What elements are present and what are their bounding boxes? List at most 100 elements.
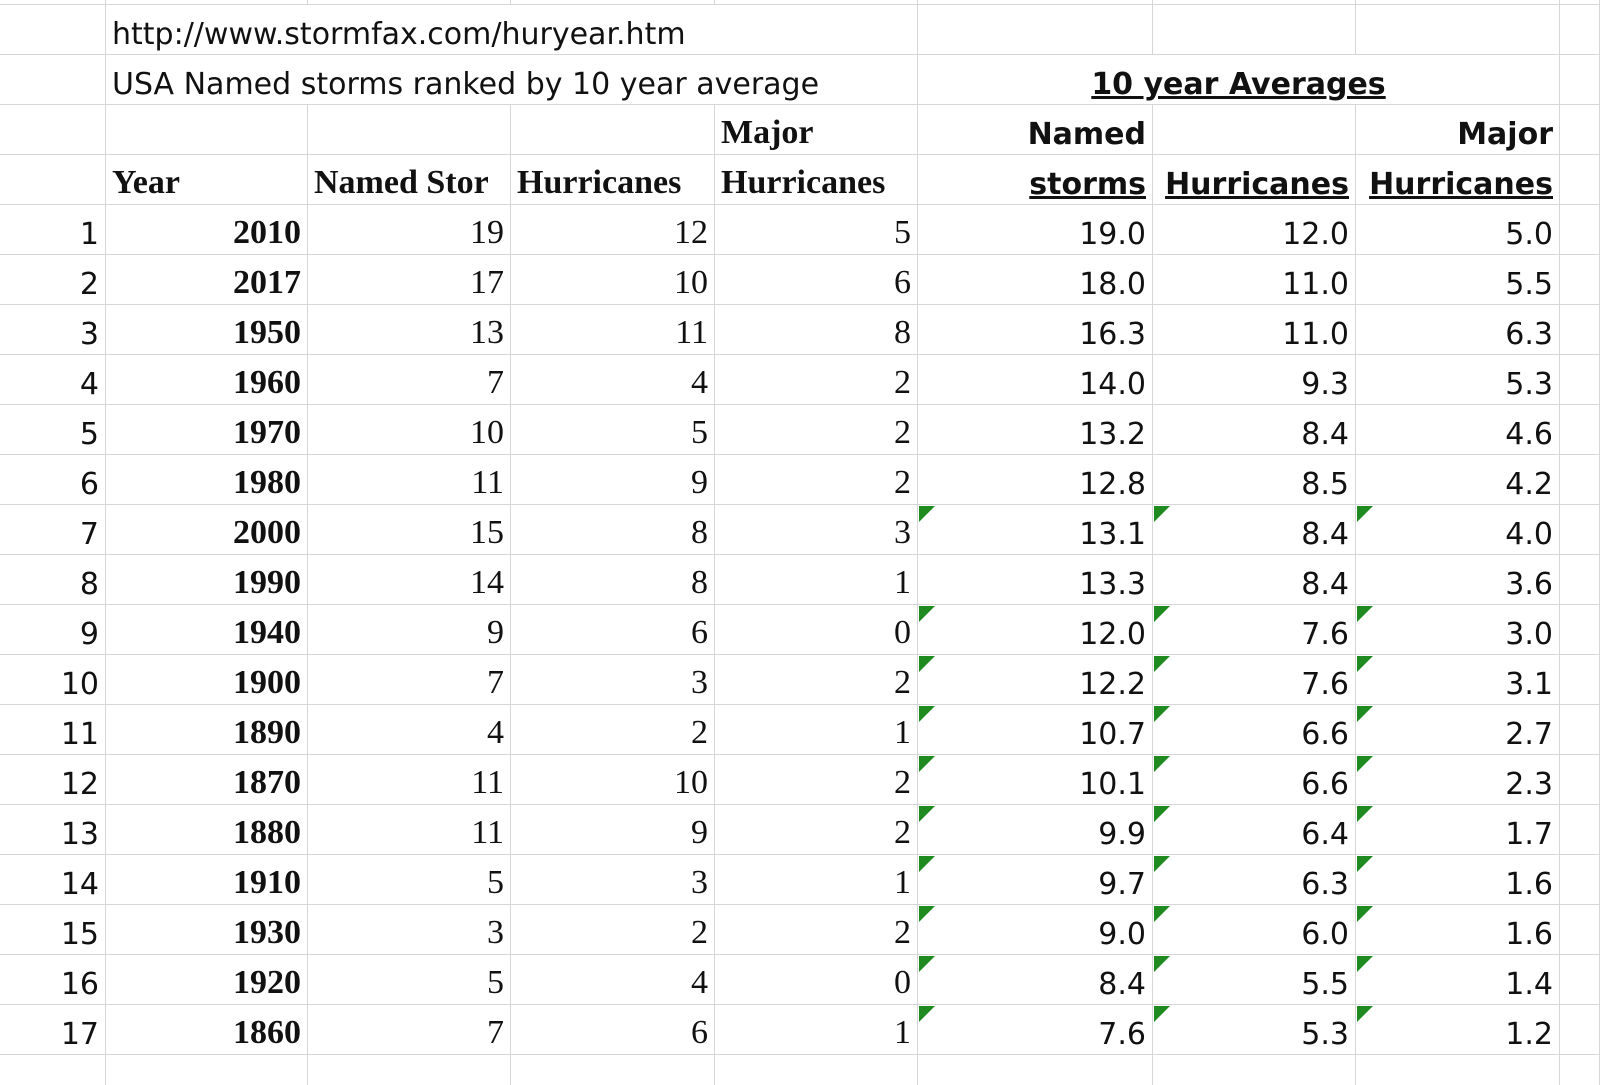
cell-indicator <box>1357 606 1373 622</box>
cell: 1930 <box>106 905 308 955</box>
cell-text: 4 <box>691 964 708 1001</box>
cell <box>308 0 511 5</box>
row-number-text: 7 <box>79 517 99 552</box>
cell <box>1560 5 1600 55</box>
cell-indicator <box>1154 856 1170 872</box>
row-number: 13 <box>0 805 106 855</box>
cell-text: 2010 <box>233 214 301 251</box>
cell-text: 2 <box>894 814 911 851</box>
cell-text: 1970 <box>233 414 301 451</box>
cell-text: 8.5 <box>1301 467 1349 502</box>
cell: 6 <box>511 605 715 655</box>
cell-text: 12.2 <box>1079 667 1146 702</box>
cell-text: 9.9 <box>1098 817 1146 852</box>
cell-text: 15 <box>470 514 504 551</box>
cell: 3 <box>308 905 511 955</box>
cell-text: 14 <box>470 564 504 601</box>
column-header-text: Major <box>1457 117 1553 152</box>
cell-text: 7 <box>487 364 504 401</box>
cell: 1940 <box>106 605 308 655</box>
cell: 1890 <box>106 705 308 755</box>
cell: 12.8 <box>918 455 1153 505</box>
row-number: 12 <box>0 755 106 805</box>
cell: 2 <box>511 905 715 955</box>
cell: 8.4 <box>1153 555 1356 605</box>
cell-text: 10 <box>674 264 708 301</box>
cell: 2 <box>511 705 715 755</box>
cell: 13.1 <box>918 505 1153 555</box>
cell: 0 <box>715 605 918 655</box>
cell <box>1560 755 1600 805</box>
row-number: 17 <box>0 1005 106 1055</box>
cell: 5 <box>511 405 715 455</box>
cell-indicator <box>919 856 935 872</box>
cell: 1 <box>715 855 918 905</box>
cell: 2 <box>715 455 918 505</box>
averages-title-text: 10 year Averages <box>1091 67 1386 102</box>
cell: 11 <box>308 455 511 505</box>
cell-text: 1920 <box>233 964 301 1001</box>
row-number-text: 5 <box>79 417 99 452</box>
cell-indicator <box>919 806 935 822</box>
row-header <box>0 55 106 105</box>
row-number-text: 13 <box>60 817 99 852</box>
cell-text: 17 <box>470 264 504 301</box>
row-number: 3 <box>0 305 106 355</box>
cell: 11.0 <box>1153 255 1356 305</box>
cell-text: 9 <box>691 814 708 851</box>
column-header: Hurricanes <box>1356 155 1560 205</box>
cell-text: 0 <box>894 614 911 651</box>
cell <box>1560 1055 1600 1085</box>
cell-indicator <box>1154 656 1170 672</box>
cell: 9 <box>308 605 511 655</box>
row-header <box>0 105 106 155</box>
cell <box>1560 505 1600 555</box>
cell-text: 1.7 <box>1505 817 1553 852</box>
cell-indicator <box>1154 806 1170 822</box>
row-number: 7 <box>0 505 106 555</box>
cell-text: 14.0 <box>1079 367 1146 402</box>
row-number-text: 17 <box>60 1017 99 1052</box>
cell <box>0 0 106 5</box>
cell: 9.7 <box>918 855 1153 905</box>
cell: 1.4 <box>1356 955 1560 1005</box>
cell-text: 1960 <box>233 364 301 401</box>
row-number-text: 6 <box>79 467 99 502</box>
cell: 11 <box>308 755 511 805</box>
cell: 2 <box>715 355 918 405</box>
row-number: 11 <box>0 705 106 755</box>
cell-text: 2 <box>894 664 911 701</box>
cell <box>1560 205 1600 255</box>
cell-text: 7.6 <box>1301 667 1349 702</box>
cell-text: 11.0 <box>1282 317 1349 352</box>
cell: 4.2 <box>1356 455 1560 505</box>
cell <box>1560 805 1600 855</box>
cell: 6 <box>511 1005 715 1055</box>
cell: 19 <box>308 205 511 255</box>
cell-text: 1 <box>894 864 911 901</box>
cell-text: 2 <box>691 714 708 751</box>
cell-text: 12.0 <box>1282 217 1349 252</box>
cell <box>1153 0 1356 5</box>
row-number-text: 10 <box>60 667 99 702</box>
cell: 8.4 <box>918 955 1153 1005</box>
cell: 1960 <box>106 355 308 405</box>
cell-indicator <box>1154 606 1170 622</box>
cell-indicator <box>919 656 935 672</box>
cell <box>1153 105 1356 155</box>
cell-text: 10 <box>470 414 504 451</box>
cell <box>511 1055 715 1085</box>
link-cell-text: http://www.stormfax.com/huryear.htm <box>112 17 686 52</box>
cell: 1900 <box>106 655 308 705</box>
cell: 7 <box>308 1005 511 1055</box>
cell-text: 3.1 <box>1505 667 1553 702</box>
column-header: Year <box>106 155 308 205</box>
cell: 2 <box>715 405 918 455</box>
cell: 6.4 <box>1153 805 1356 855</box>
cell: 3.1 <box>1356 655 1560 705</box>
column-header-text: Hurricanes <box>1165 167 1349 202</box>
cell-text: 5.0 <box>1505 217 1553 252</box>
cell: 1 <box>715 1005 918 1055</box>
row-number-text: 11 <box>60 717 99 752</box>
cell: 4 <box>511 355 715 405</box>
